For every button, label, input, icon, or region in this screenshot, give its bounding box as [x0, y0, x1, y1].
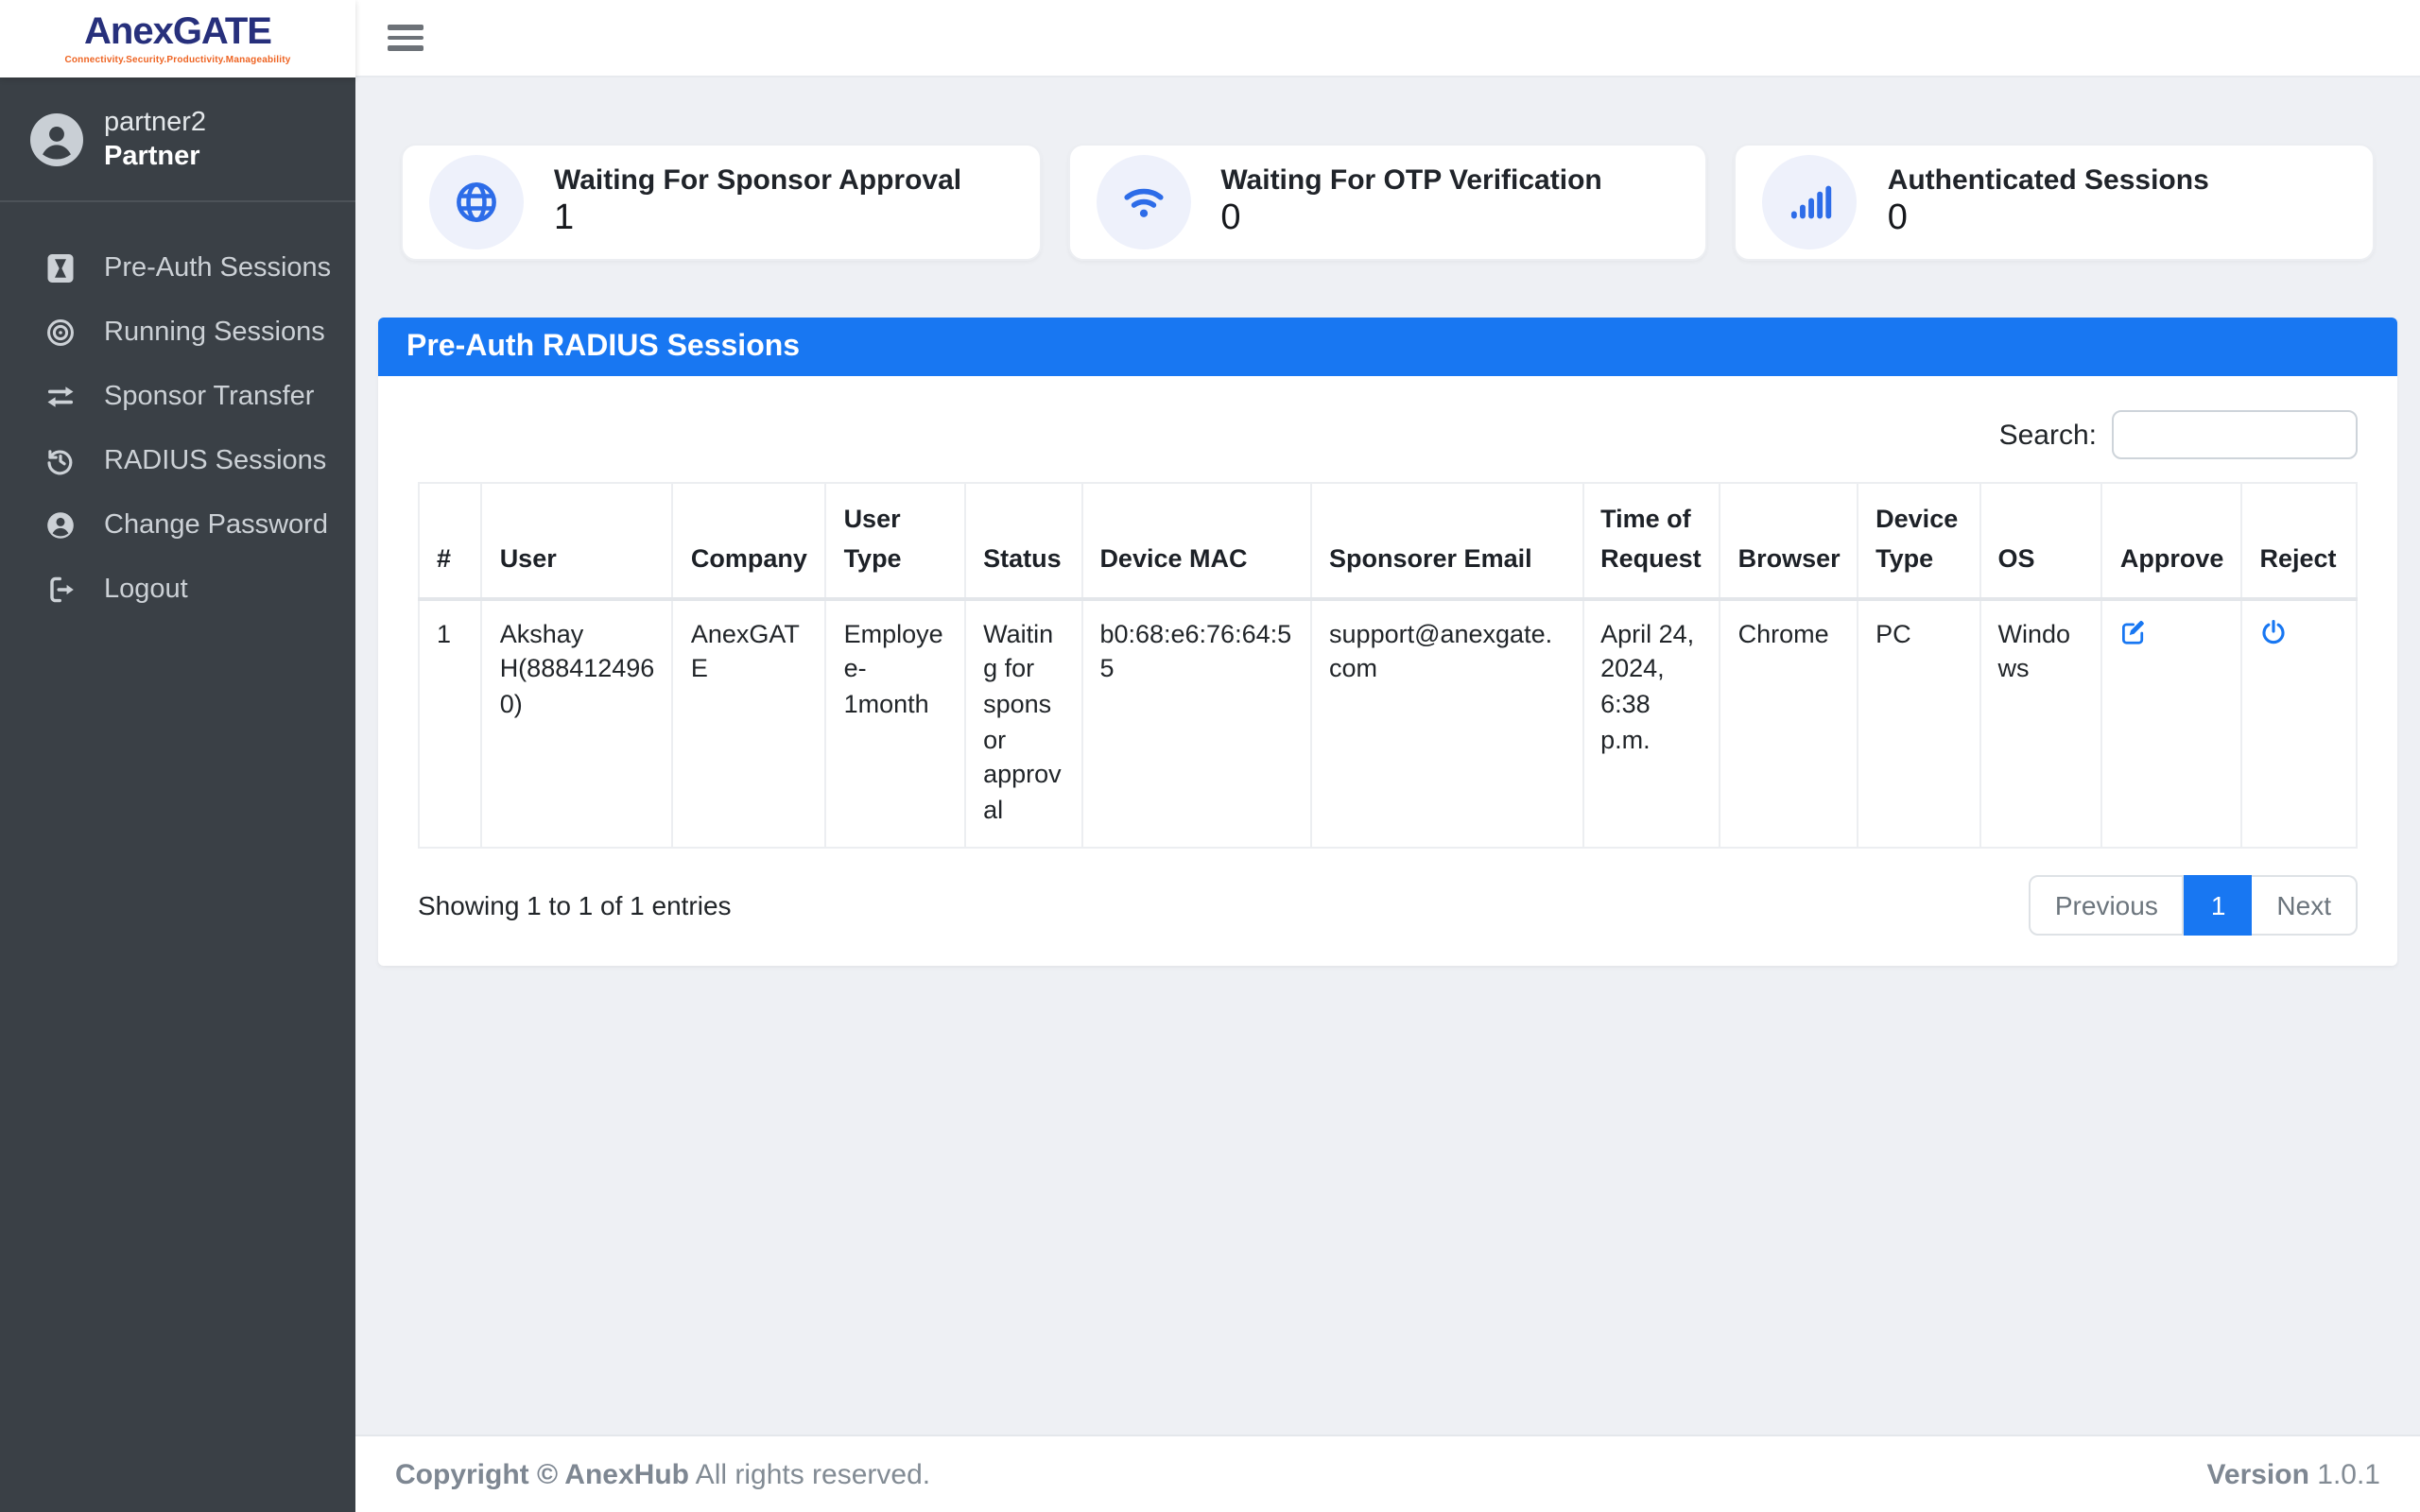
sidebar-item-label: Sponsor Transfer — [104, 382, 315, 412]
brand-logo-text: AnexGATE — [84, 10, 272, 52]
history-icon — [43, 444, 78, 478]
col-header-device-mac: Device MAC — [1080, 481, 1312, 601]
pagination-previous-button[interactable]: Previous — [2028, 874, 2185, 936]
sidebar-item-running-sessions[interactable]: Running Sessions — [0, 301, 355, 365]
sidebar-item-sponsor-transfer[interactable]: Sponsor Transfer — [0, 365, 355, 429]
cell-device-mac: b0:68:e6:76:64:55 — [1080, 598, 1312, 849]
search-label: Search: — [1998, 419, 2097, 451]
stat-title: Authenticated Sessions — [1887, 164, 2209, 197]
sidebar-item-label: Running Sessions — [104, 318, 325, 348]
logout-icon — [43, 573, 78, 607]
col-header-approve: Approve — [2100, 481, 2242, 601]
cell-os: Windows — [1979, 598, 2102, 849]
sidebar-item-label: RADIUS Sessions — [104, 446, 327, 476]
stat-title: Waiting For Sponsor Approval — [554, 164, 962, 197]
sidebar-nav: Pre-Auth Sessions Running Sessions Spons… — [0, 236, 355, 622]
col-header-status: Status — [964, 481, 1082, 601]
col-header-index: # — [417, 481, 482, 601]
cell-index: 1 — [417, 598, 482, 849]
stat-card-authenticated-sessions: Authenticated Sessions 0 — [1734, 144, 2376, 261]
brand-logo: AnexGATE Connectivity.Security.Productiv… — [0, 0, 355, 77]
col-header-os: OS — [1979, 481, 2102, 601]
col-header-device-type: Device Type — [1857, 481, 1980, 601]
sidebar-item-label: Change Password — [104, 510, 328, 541]
stat-value: 0 — [1887, 198, 1908, 238]
entries-summary: Showing 1 to 1 of 1 entries — [418, 889, 732, 920]
stat-card-otp-verification: Waiting For OTP Verification 0 — [1067, 144, 1708, 261]
globe-icon — [429, 155, 524, 249]
search-input[interactable] — [2112, 410, 2358, 459]
copyright-text: Copyright © AnexHub All rights reserved. — [395, 1458, 931, 1490]
sidebar-item-change-password[interactable]: Change Password — [0, 493, 355, 558]
pagination-next-button[interactable]: Next — [2252, 874, 2358, 936]
hamburger-menu-icon[interactable] — [388, 25, 424, 51]
signal-bars-icon — [1762, 155, 1858, 249]
user-circle-icon — [43, 508, 78, 542]
col-header-user: User — [480, 481, 673, 601]
cell-user: Akshay H(8884124960) — [480, 598, 673, 849]
footer: Copyright © AnexHub All rights reserved.… — [355, 1435, 2420, 1512]
stat-cards: Waiting For Sponsor Approval 1 Waiting F… — [401, 144, 2376, 261]
username: partner2 — [104, 108, 207, 138]
user-role: Partner — [104, 142, 200, 172]
sidebar-item-label: Logout — [104, 575, 188, 605]
stat-title: Waiting For OTP Verification — [1220, 164, 1602, 197]
stat-card-sponsor-approval: Waiting For Sponsor Approval 1 — [401, 144, 1042, 261]
col-header-user-type: User Type — [824, 481, 966, 601]
col-header-company: Company — [671, 481, 826, 601]
sidebar-divider — [0, 200, 355, 202]
stat-value: 1 — [554, 198, 575, 238]
user-block: partner2 Partner — [0, 77, 355, 200]
col-header-sponsorer-email: Sponsorer Email — [1310, 481, 1583, 601]
cell-browser: Chrome — [1719, 598, 1858, 849]
exchange-arrows-icon — [43, 380, 78, 414]
sidebar-item-label: Pre-Auth Sessions — [104, 253, 332, 284]
table-header-row: # User Company User Type Status Device M… — [417, 481, 2358, 601]
sidebar-item-radius-sessions[interactable]: RADIUS Sessions — [0, 429, 355, 493]
approve-button[interactable] — [2120, 618, 2149, 646]
cell-status: Waiting for sponsor approval — [964, 598, 1082, 849]
bullseye-icon — [43, 316, 78, 350]
main-content: Waiting For Sponsor Approval 1 Waiting F… — [355, 77, 2420, 1435]
reject-button[interactable] — [2259, 618, 2288, 646]
pagination: Previous 1 Next — [2028, 874, 2358, 936]
cell-user-type: Employee-1month — [824, 598, 966, 849]
cell-company: AnexGATE — [671, 598, 826, 849]
sidebar: AnexGATE Connectivity.Security.Productiv… — [0, 0, 355, 1512]
version-text: Version 1.0.1 — [2206, 1458, 2380, 1490]
table-row: 1 Akshay H(8884124960) AnexGATE Employee… — [417, 598, 2358, 849]
panel-title: Pre-Auth RADIUS Sessions — [378, 318, 2397, 376]
cell-sponsorer-email: support@anexgate.com — [1310, 598, 1583, 849]
wifi-icon — [1096, 155, 1191, 249]
pre-auth-radius-sessions-panel: Pre-Auth RADIUS Sessions Search: # — [378, 318, 2397, 966]
col-header-reject: Reject — [2240, 481, 2358, 601]
sidebar-item-pre-auth-sessions[interactable]: Pre-Auth Sessions — [0, 236, 355, 301]
brand-tagline: Connectivity.Security.Productivity.Manag… — [64, 54, 291, 65]
col-header-time-of-request: Time of Request — [1582, 481, 1720, 601]
sidebar-item-logout[interactable]: Logout — [0, 558, 355, 622]
cell-time-of-request: April 24, 2024, 6:38 p.m. — [1582, 598, 1720, 849]
sessions-table: # User Company User Type Status Device M… — [417, 481, 2358, 849]
topbar — [355, 0, 2420, 77]
hourglass-square-icon — [43, 251, 78, 285]
edit-pen-square-icon — [2120, 618, 2149, 646]
avatar — [30, 113, 83, 166]
pagination-page-1-button[interactable]: 1 — [2184, 874, 2253, 936]
power-icon — [2259, 618, 2288, 646]
col-header-browser: Browser — [1719, 481, 1858, 601]
stat-value: 0 — [1220, 198, 1241, 238]
cell-device-type: PC — [1857, 598, 1980, 849]
